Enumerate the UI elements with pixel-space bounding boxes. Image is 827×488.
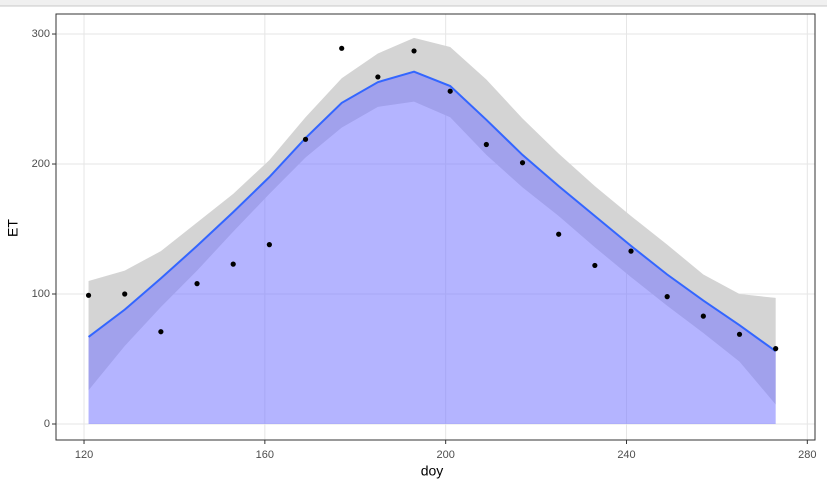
point [556, 231, 562, 237]
point [700, 313, 706, 319]
point [411, 48, 417, 54]
point [302, 136, 309, 142]
point [158, 329, 164, 335]
point [519, 160, 526, 166]
x-tick-label: 240 [617, 449, 635, 461]
point [375, 74, 381, 80]
point [628, 248, 634, 254]
y-tick-label: 300 [32, 28, 50, 40]
point [483, 141, 489, 148]
y-tick-label: 0 [44, 418, 50, 430]
y-axis-title: ET [5, 219, 21, 237]
point [194, 281, 200, 287]
panel-border [55, 13, 816, 441]
point [85, 292, 92, 298]
point [447, 88, 453, 94]
x-tick-label: 200 [436, 449, 454, 461]
point [773, 346, 779, 352]
y-tick-label: 100 [32, 288, 50, 300]
x-tick-label: 280 [798, 449, 816, 461]
point [266, 242, 272, 248]
x-tick-label: 160 [256, 449, 274, 461]
y-tick-label: 200 [32, 158, 50, 170]
plot-layers [85, 37, 779, 425]
point [122, 291, 128, 297]
point [230, 261, 236, 267]
point [339, 45, 345, 51]
x-tick-label: 120 [75, 449, 93, 461]
point [664, 294, 670, 300]
point [592, 262, 598, 269]
x-axis-title: doy [421, 463, 444, 479]
smooth-line [87, 70, 777, 353]
toolbar [0, 0, 827, 6]
point [736, 331, 743, 337]
area [88, 71, 776, 425]
